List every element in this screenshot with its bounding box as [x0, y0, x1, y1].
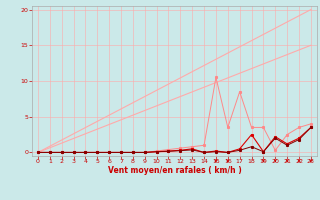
X-axis label: Vent moyen/en rafales ( km/h ): Vent moyen/en rafales ( km/h ): [108, 166, 241, 175]
